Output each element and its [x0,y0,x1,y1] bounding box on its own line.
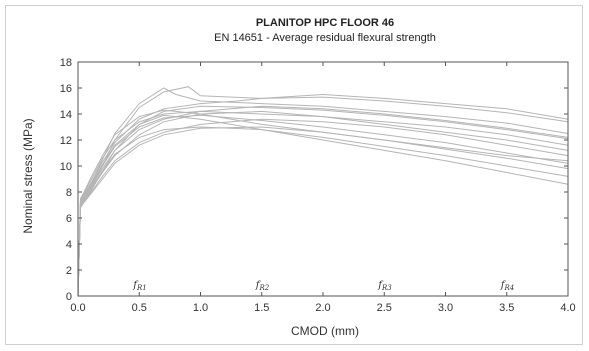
x-tick-label: 2.5 [377,302,392,314]
y-tick-label: 14 [60,109,72,121]
y-axis-label: Nominal stress (MPa) [21,118,35,233]
x-tick-label: 0.0 [70,302,85,314]
series-line [77,118,569,297]
residual-strength-label: fR2 [255,280,270,292]
series-line [77,109,569,297]
y-tick-label: 2 [66,265,72,277]
y-tick-label: 10 [60,161,72,173]
x-tick-label: 4.0 [560,302,575,314]
y-tick-label: 16 [60,83,72,95]
series-line [77,126,569,297]
x-axis-label: CMOD (mm) [291,324,359,338]
residual-strength-label: fR4 [500,280,514,292]
y-tick-label: 6 [66,213,72,225]
series-line [77,114,569,297]
residual-strength-label: fR3 [377,280,392,292]
series-layer [77,86,569,297]
series-line [77,126,569,297]
series-line [77,114,569,297]
x-tick-label: 1.5 [254,302,269,314]
axes-layer: 0.0 0.5 1.0 1.5 2.0 2.5 3.0 3.5 4.0 0 2 4 6 8 10 12 14 16… [60,57,576,314]
annotation-layer: fR1 fR2 fR3 fR4 [132,280,514,292]
chart-frame: PLANITOP HPC FLOOR 46 EN 14651 - Average… [5,5,583,345]
y-tick-label: 0 [66,291,72,303]
y-tick-label: 8 [66,187,72,199]
series-line [77,87,569,297]
y-tick-label: 18 [60,57,72,69]
y-tick-label: 12 [60,135,72,147]
series-line [77,105,569,297]
residual-strength-label: fR1 [132,280,146,292]
x-tick-label: 2.0 [315,302,330,314]
series-line [77,110,569,297]
series-line [77,105,569,297]
x-tick-label: 1.0 [193,302,208,314]
chart-subtitle: EN 14651 - Average residual flexural str… [214,32,436,44]
x-tick-label: 0.5 [132,302,147,314]
series-line [77,96,569,297]
chart-title: PLANITOP HPC FLOOR 46 [256,17,394,29]
x-tick-label: 3.5 [499,302,514,314]
chart-svg: PLANITOP HPC FLOOR 46 EN 14651 - Average… [21,17,576,338]
series-line [77,110,569,297]
x-tick-label: 3.0 [438,302,453,314]
y-tick-label: 4 [66,239,72,251]
